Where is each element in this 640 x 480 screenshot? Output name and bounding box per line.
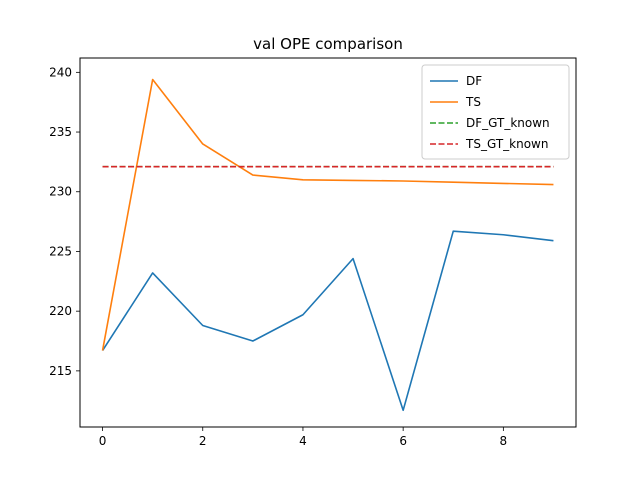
y-tick-label: 235 <box>49 125 72 139</box>
series-line-ts <box>101 78 554 351</box>
y-tick-label: 215 <box>49 364 72 378</box>
x-tick-label: 6 <box>399 434 407 448</box>
axes-layer: 0 2 4 6 8 215 220 225 230 235 240 <box>49 65 507 448</box>
series-line-df <box>101 230 554 412</box>
x-tick-label: 8 <box>500 434 508 448</box>
y-tick-label: 230 <box>49 185 72 199</box>
plot-frame <box>79 57 577 428</box>
legend-label: DF_GT_known <box>466 116 550 130</box>
x-tick-label: 4 <box>299 434 307 448</box>
series-layer <box>101 78 554 412</box>
y-tick-label: 240 <box>49 65 72 79</box>
y-tick-label: 225 <box>49 244 72 258</box>
chart-title: val OPE comparison <box>253 35 403 53</box>
legend-label: TS_GT_known <box>465 137 548 151</box>
legend-label: TS <box>465 95 481 109</box>
y-tick-label: 220 <box>49 304 72 318</box>
legend: DF TS DF_GT_known TS_GT_known <box>421 64 570 160</box>
legend-box <box>421 64 570 160</box>
legend-label: DF <box>466 74 482 88</box>
x-tick-label: 0 <box>99 434 107 448</box>
x-tick-label: 2 <box>199 434 207 448</box>
